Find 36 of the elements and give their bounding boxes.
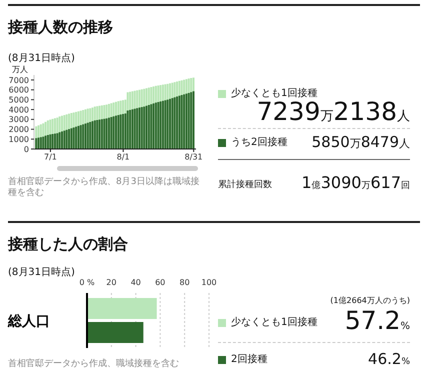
chart-subtitle: (8月31日時点) bbox=[8, 52, 75, 65]
y-tick-label: 総人口 bbox=[7, 314, 50, 330]
legend-label: うち2回接種 bbox=[231, 136, 288, 149]
x-tick-label: 0 % bbox=[79, 278, 96, 287]
legend-label: 少なくとも1回接種 bbox=[231, 86, 318, 100]
text: 7239万2138人 bbox=[256, 97, 410, 126]
x-tick-label: 80 bbox=[180, 278, 190, 287]
text: 1億3090万617回 bbox=[302, 173, 410, 192]
y-tick-label: 2000 bbox=[8, 125, 29, 134]
x-tick-label: 8/31 bbox=[184, 152, 203, 162]
y-tick-label: 6000 bbox=[8, 86, 29, 95]
x-tick-label: 7/1 bbox=[44, 152, 57, 162]
text: 57.2% bbox=[344, 306, 410, 335]
x-tick-label: 60 bbox=[155, 278, 166, 287]
text: 首相官邸データから作成、職域接種を含む bbox=[8, 358, 180, 370]
y-tick-label: 1000 bbox=[8, 134, 29, 144]
text: (1億2664万人のうち) bbox=[329, 295, 410, 306]
x-tick-label: 8/1 bbox=[116, 152, 130, 162]
legend-label: 少なくとも1回接種 bbox=[231, 316, 318, 329]
text: 5850万8479人 bbox=[312, 133, 410, 151]
chart-title: 接種した人の割合 bbox=[8, 235, 128, 254]
y-axis-title: 万人 bbox=[12, 64, 28, 75]
x-tick-label: 40 bbox=[130, 278, 141, 287]
x-tick-label: 100 bbox=[201, 278, 217, 287]
y-tick-label: 0 bbox=[24, 144, 29, 154]
y-tick-label: 3000 bbox=[8, 115, 29, 124]
y-tick-label: 4000 bbox=[8, 105, 29, 114]
chart-subtitle: (8月31日時点) bbox=[8, 266, 75, 279]
text: 46.2% bbox=[368, 350, 410, 368]
text: 首相官邸データから作成、8月3日以降は職域接種を含む bbox=[8, 177, 200, 199]
y-tick-label: 7000 bbox=[8, 76, 29, 85]
legend-label: 2回接種 bbox=[231, 352, 268, 366]
chart-title: 接種人数の推移 bbox=[8, 18, 113, 37]
text: 累計接種回数 bbox=[218, 178, 272, 191]
y-tick-label: 5000 bbox=[8, 96, 29, 105]
x-tick-label: 20 bbox=[106, 278, 116, 287]
